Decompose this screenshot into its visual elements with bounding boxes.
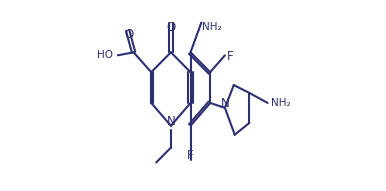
Text: NH₂: NH₂ <box>271 98 291 108</box>
Text: HO: HO <box>96 50 113 60</box>
Text: O: O <box>166 21 176 34</box>
Text: N: N <box>220 97 229 110</box>
Text: F: F <box>187 149 194 162</box>
Text: O: O <box>124 28 133 41</box>
Text: NH₂: NH₂ <box>202 22 222 32</box>
Text: F: F <box>227 50 234 63</box>
Text: N: N <box>166 115 175 128</box>
